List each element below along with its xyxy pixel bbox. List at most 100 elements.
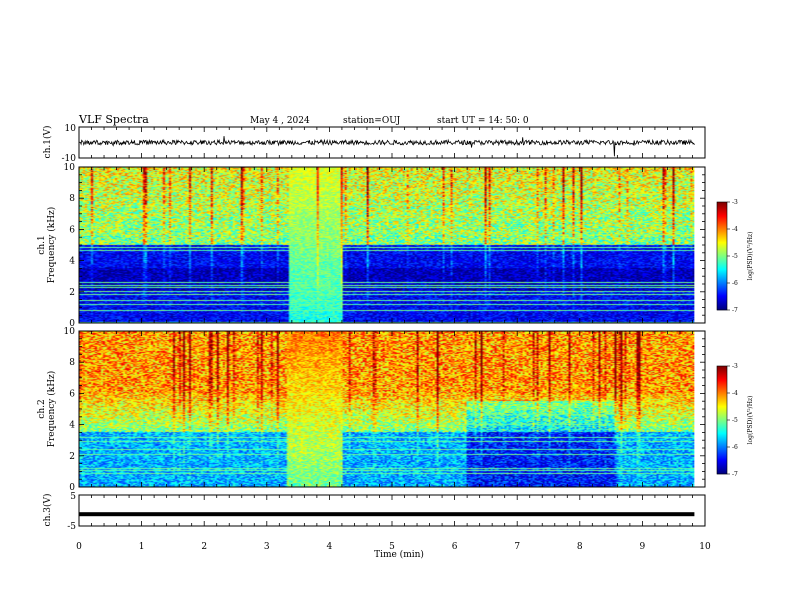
ch3-waveform-panel: 5 -5 ch.3(V)	[42, 492, 706, 532]
ch1-colorbar-cell	[717, 257, 727, 259]
ch1-colorbar-cell	[717, 276, 727, 278]
ch1-colorbar-cell	[717, 212, 727, 214]
ch1-colorbar-cell	[717, 279, 727, 281]
ch2-colorbar-cell	[717, 417, 727, 419]
ch2-colorbar-cell	[717, 446, 727, 448]
ch2-colorbar-tick-label--7: -7	[732, 471, 738, 478]
ch1-colorbar-cell	[717, 253, 727, 255]
ch1-colorbar-cell	[717, 223, 727, 225]
ch1-colorbar-cell	[717, 289, 727, 291]
ch1-waveform-ylabel: ch.1(V)	[42, 126, 53, 159]
x-axis-title: Time (min)	[374, 549, 424, 560]
ch2-colorbar-cell	[717, 407, 727, 409]
ch2-colorbar-cell	[717, 434, 727, 436]
ch2-colorbar-cell	[717, 420, 727, 422]
ch1-spectrogram-ylabel-channel: ch.1	[37, 235, 47, 254]
ch2-colorbar-cell	[717, 451, 727, 453]
ch1-colorbar-cell	[717, 270, 727, 272]
ch1-colorbar-cell	[717, 309, 727, 311]
ch2-colorbar-cell	[717, 453, 727, 455]
ch2-colorbar-cell	[717, 375, 727, 377]
ch2-colorbar-cell	[717, 463, 727, 465]
station-label: station=OUJ	[343, 116, 401, 126]
ch2-colorbar-cell	[717, 372, 727, 374]
ch1-colorbar-cell	[717, 238, 727, 240]
ch1-colorbar-cell	[717, 244, 727, 246]
ch2-colorbar-cell	[717, 441, 727, 443]
ch2-colorbar-cell	[717, 376, 727, 378]
ch1-colorbar-cell	[717, 236, 727, 238]
ch1-colorbar-cell	[717, 243, 727, 245]
ch1-colorbar-cell	[717, 274, 727, 276]
ch2-colorbar-cell	[717, 382, 727, 384]
x-tick-label-2: 2	[201, 542, 207, 552]
ch2-spectrogram-panel: 0 2 4 6 8 10 ch.2 Frequency (kHz) -3 -4 -5 -6 -7 l…	[37, 327, 754, 493]
ch2-colorbar-cell	[717, 400, 727, 402]
spec1-ytick-label-6: 6	[69, 225, 75, 235]
ch2-colorbar-cell	[717, 464, 727, 466]
x-axis-tick-labels: 0 1 2 3 4 5 6 7 8 9 10	[76, 542, 711, 552]
ch1-colorbar-cell	[717, 218, 727, 220]
ch2-colorbar-cell	[717, 412, 727, 414]
ch2-colorbar-cell	[717, 374, 727, 376]
ch1-colorbar-cell	[717, 202, 727, 204]
ch1-colorbar-cell	[717, 299, 727, 301]
ch2-colorbar-cell	[717, 421, 727, 423]
ch1-colorbar-cell	[717, 224, 727, 226]
ch1-colorbar-cell	[717, 266, 727, 268]
ch2-colorbar-cell	[717, 414, 727, 416]
ch1-colorbar: -3 -4 -5 -6 -7 log(PSD)(V²/Hz)	[716, 199, 754, 314]
ch2-colorbar-cell	[717, 472, 727, 474]
ch1-colorbar-cell	[717, 290, 727, 292]
x-tick-label-8: 8	[577, 542, 583, 552]
ch1-colorbar-cell	[717, 284, 727, 286]
ch2-colorbar-cell	[717, 373, 727, 375]
ch2-colorbar-cell	[717, 423, 727, 425]
ch2-colorbar-cell	[717, 427, 727, 429]
ch2-colorbar-cell	[717, 448, 727, 450]
ch1-colorbar-cell	[717, 261, 727, 263]
ch1-ytick-bottom: -10	[62, 154, 77, 164]
ch1-colorbar-cell	[717, 229, 727, 231]
ch2-colorbar-cell	[717, 389, 727, 391]
ch2-colorbar-cell	[717, 415, 727, 417]
ch1-colorbar-cell	[717, 281, 727, 283]
ch2-colorbar-cell	[717, 435, 727, 437]
ch2-colorbar-cell	[717, 405, 727, 407]
ch2-colorbar-cell	[717, 466, 727, 468]
ch1-colorbar-cell	[717, 308, 727, 310]
ch1-colorbar-cell	[717, 277, 727, 279]
ch2-colorbar-cell	[717, 450, 727, 452]
ch1-colorbar-cell	[717, 256, 727, 258]
ch1-spectrogram-ylabel-frequency: Frequency (kHz)	[46, 207, 57, 284]
spec2-ytick-label-10: 10	[64, 327, 76, 337]
ch1-colorbar-cell	[717, 267, 727, 269]
ch1-colorbar-cell	[717, 233, 727, 235]
ch1-colorbar-cell	[717, 300, 727, 302]
ch2-colorbar-cell	[717, 371, 727, 373]
ch2-colorbar-cell	[717, 416, 727, 418]
ch1-colorbar-cell	[717, 260, 727, 262]
ch2-colorbar-cell	[717, 430, 727, 432]
x-tick-label-6: 6	[452, 542, 458, 552]
ch1-colorbar-cell	[717, 245, 727, 247]
ch1-colorbar-cell	[717, 250, 727, 252]
ch2-colorbar-cell	[717, 370, 727, 372]
ch1-colorbar-cell	[717, 295, 727, 297]
ch1-colorbar-cell	[717, 226, 727, 228]
ch1-colorbar-cell	[717, 282, 727, 284]
ch1-colorbar-cell	[717, 259, 727, 261]
ch2-colorbar-cell	[717, 431, 727, 433]
ch2-colorbar-cell	[717, 444, 727, 446]
ch1-colorbar-cell	[717, 234, 727, 236]
ch2-colorbar-cell	[717, 442, 727, 444]
ch1-colorbar-cell	[717, 232, 727, 234]
ch1-colorbar-cell	[717, 301, 727, 303]
ch2-colorbar-cell	[717, 395, 727, 397]
ch2-colorbar-cell	[717, 468, 727, 470]
start-time-label: start UT = 14: 50: 0	[437, 116, 529, 126]
ch2-colorbar-cell	[717, 461, 727, 463]
ch1-colorbar-cell	[717, 206, 727, 208]
ch2-colorbar-cell	[717, 447, 727, 449]
